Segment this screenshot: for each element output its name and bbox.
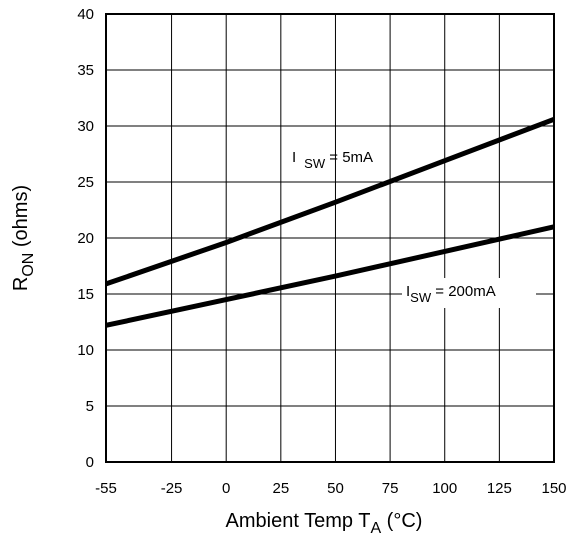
- x-axis-title: Ambient Temp TA (°C): [226, 510, 423, 537]
- y-tick-label-5: 25: [77, 174, 94, 191]
- series-line-1: [105, 224, 555, 328]
- y-axis-title-main: R: [10, 277, 32, 291]
- x-tick-label-1: -25: [161, 480, 183, 497]
- x-tick-label-8: 150: [541, 480, 566, 497]
- x-tick-label-6: 100: [432, 480, 457, 497]
- y-tick-label-7: 35: [77, 62, 94, 79]
- x-tick-label-2: 0: [222, 480, 230, 497]
- y-tick-label-0: 0: [86, 454, 94, 471]
- series-label-5ma-sub: SW: [304, 156, 326, 171]
- y-tick-labels: 0 5 10 15 20 25 30 35 40: [77, 6, 94, 471]
- x-tick-label-7: 125: [487, 480, 512, 497]
- plot-frame: [105, 13, 555, 463]
- grid-lines: [105, 13, 555, 463]
- series-label-200ma-main: I: [406, 283, 410, 300]
- series-label-200ma: ISW = 200mA: [402, 278, 536, 308]
- series-label-5ma-text: I SW = 5mA: [292, 149, 373, 171]
- series-lines: [105, 116, 555, 328]
- series-label-200ma-text: ISW = 200mA: [406, 283, 496, 305]
- x-tick-label-5: 75: [382, 480, 399, 497]
- series-label-200ma-tail: = 200mA: [431, 283, 496, 300]
- y-tick-label-3: 15: [77, 286, 94, 303]
- series-label-5ma: I SW = 5mA: [292, 149, 373, 171]
- x-tick-label-0: -55: [95, 480, 117, 497]
- y-tick-label-1: 5: [86, 398, 94, 415]
- y-tick-label-4: 20: [77, 230, 94, 247]
- series-label-200ma-bg: [402, 278, 536, 308]
- y-tick-label-8: 40: [77, 6, 94, 23]
- x-tick-label-3: 25: [272, 480, 289, 497]
- x-tick-label-4: 50: [327, 480, 344, 497]
- y-axis-title-sub: ON: [20, 253, 37, 277]
- y-tick-label-2: 10: [77, 342, 94, 359]
- series-label-5ma-tail: = 5mA: [325, 149, 373, 166]
- x-axis-title-tail: (°C): [381, 510, 422, 532]
- y-tick-label-6: 30: [77, 118, 94, 135]
- x-tick-labels: -55 -25 0 25 50 75 100 125 150: [95, 480, 566, 497]
- x-axis-title-main: Ambient Temp T: [226, 510, 371, 532]
- series-line-0: [105, 116, 555, 287]
- y-axis-title: RON (ohms): [10, 185, 37, 291]
- x-axis-title-sub: A: [370, 520, 381, 537]
- series-label-200ma-sub: SW: [410, 290, 432, 305]
- y-axis-title-tail: (ohms): [10, 185, 32, 253]
- series-label-5ma-main: I: [292, 149, 296, 166]
